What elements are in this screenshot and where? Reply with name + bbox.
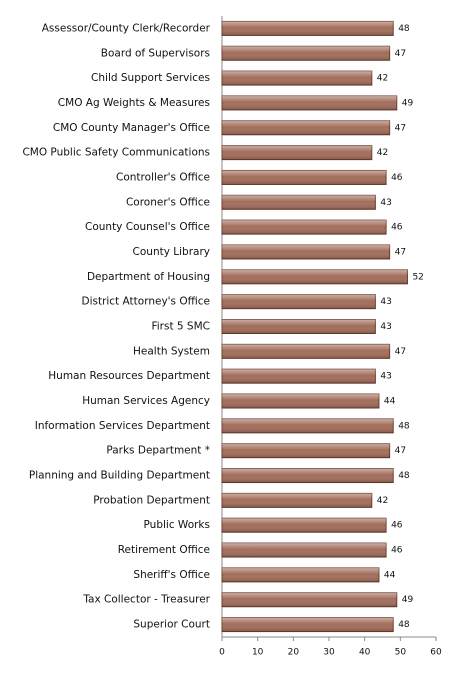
value-label: 47: [395, 49, 406, 59]
y-tick-label: CMO Ag Weights & Measures: [58, 97, 210, 109]
bar-shine: [222, 518, 387, 533]
value-label: 47: [395, 123, 406, 133]
y-tick-label: County Counsel's Office: [85, 221, 210, 233]
value-label: 52: [412, 272, 423, 282]
bar-shine: [222, 120, 390, 135]
bar-shine: [222, 220, 387, 235]
value-label: 42: [377, 148, 388, 158]
value-label: 44: [384, 570, 396, 580]
y-tick-label: Information Services Department: [35, 420, 210, 432]
value-label: 46: [391, 546, 403, 556]
bar-shine: [222, 244, 390, 259]
value-label: 42: [377, 74, 388, 84]
y-tick-label: Child Support Services: [91, 72, 210, 84]
value-label: 47: [395, 247, 406, 257]
bar-shine: [222, 493, 372, 508]
y-tick-label: CMO Public Safety Communications: [22, 147, 210, 159]
bar-shine: [222, 269, 408, 284]
x-tick-label: 50: [395, 648, 407, 658]
value-label: 44: [384, 397, 396, 407]
value-label: 48: [398, 620, 410, 630]
bar-shine: [222, 71, 372, 86]
value-label: 46: [391, 521, 403, 531]
bar-shine: [222, 394, 379, 409]
bar-shine: [222, 46, 390, 61]
y-tick-label: County Library: [133, 246, 210, 258]
bar-shine: [222, 195, 376, 210]
y-tick-label: Sheriff's Office: [133, 569, 210, 581]
value-label: 46: [391, 223, 403, 233]
y-tick-label: Parks Department *: [106, 445, 210, 457]
y-tick-label: Planning and Building Department: [29, 470, 210, 482]
y-tick-label: Probation Department: [93, 494, 210, 506]
bar-shine: [222, 95, 397, 110]
x-tick-label: 20: [288, 648, 300, 658]
y-tick-label: Board of Supervisors: [101, 47, 210, 59]
y-tick-label: Tax Collector - Treasurer: [82, 594, 210, 606]
bar-shine: [222, 319, 376, 334]
x-tick-label: 30: [323, 648, 335, 658]
bar-shine: [222, 617, 394, 632]
value-label: 49: [402, 98, 414, 108]
x-tick-label: 60: [430, 648, 442, 658]
bar-shine: [222, 567, 379, 582]
value-label: 42: [377, 496, 388, 506]
bar-shine: [222, 543, 387, 558]
bar-shine: [222, 145, 372, 160]
y-tick-label: Department of Housing: [87, 271, 210, 283]
y-tick-label: CMO County Manager's Office: [53, 122, 210, 134]
value-label: 43: [380, 198, 391, 208]
bar-shine: [222, 294, 376, 309]
y-tick-label: Health System: [133, 345, 210, 357]
value-label: 48: [398, 471, 410, 481]
y-tick-label: Controller's Office: [116, 171, 210, 183]
bar-shine: [222, 418, 394, 433]
bar-shine: [222, 468, 394, 483]
y-tick-label: First 5 SMC: [151, 321, 210, 333]
bar-shine: [222, 344, 390, 359]
bar-shine: [222, 369, 376, 384]
bar-shine: [222, 443, 390, 458]
y-tick-label: District Attorney's Office: [81, 296, 210, 308]
y-tick-label: Retirement Office: [118, 544, 210, 556]
value-label: 46: [391, 173, 403, 183]
y-tick-label: Superior Court: [133, 619, 210, 631]
bar-shine: [222, 170, 387, 185]
value-label: 43: [380, 372, 391, 382]
y-tick-label: Public Works: [144, 519, 210, 531]
bar-shine: [222, 592, 397, 607]
x-tick-label: 10: [252, 648, 264, 658]
y-tick-label: Coroner's Office: [126, 196, 210, 208]
value-label: 43: [380, 297, 391, 307]
x-tick-label: 40: [359, 648, 371, 658]
value-label: 49: [402, 595, 414, 605]
y-tick-label: Assessor/County Clerk/Recorder: [42, 22, 211, 34]
value-label: 47: [395, 347, 406, 357]
value-label: 48: [398, 24, 410, 34]
value-label: 43: [380, 322, 391, 332]
value-label: 48: [398, 421, 410, 431]
y-tick-label: Human Services Agency: [82, 395, 210, 407]
y-tick-label: Human Resources Department: [48, 370, 210, 382]
value-label: 47: [395, 446, 406, 456]
x-tick-label: 0: [219, 648, 225, 658]
bar-shine: [222, 21, 394, 36]
